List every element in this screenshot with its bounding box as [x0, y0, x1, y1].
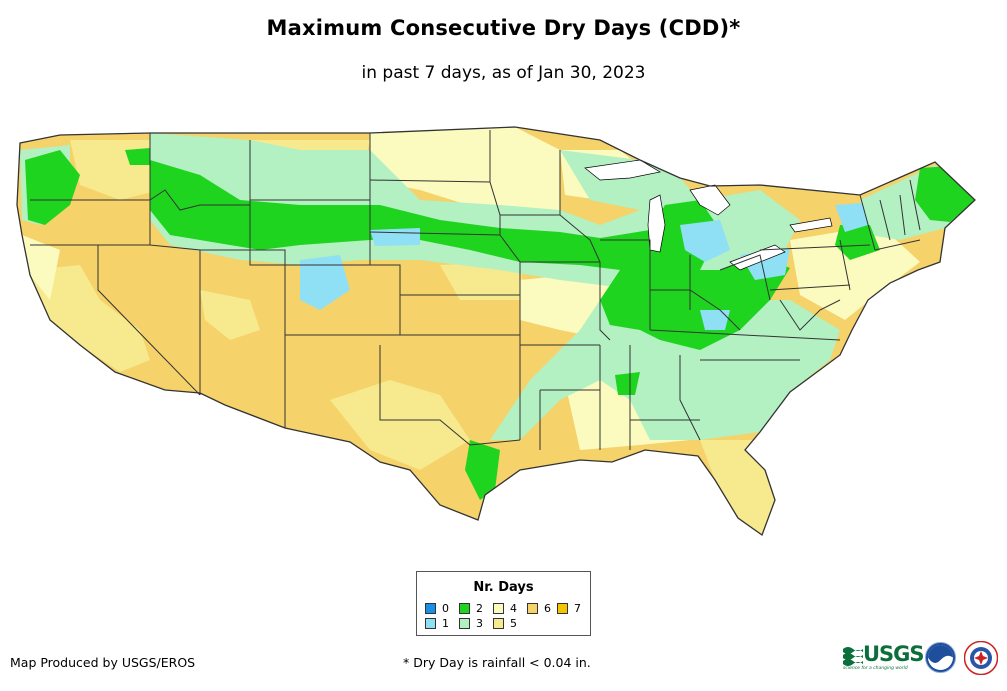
legend-swatch — [557, 603, 568, 614]
footnote-text: * Dry Day is rainfall < 0.04 in. — [403, 655, 591, 670]
zone-4-days — [22, 235, 60, 300]
map-title: Maximum Consecutive Dry Days (CDD)* — [266, 16, 741, 40]
legend-item-0: 0 — [425, 603, 449, 615]
nws-logo-icon — [964, 641, 998, 675]
credit-text: Map Produced by USGS/EROS — [10, 655, 196, 670]
legend-label: 0 — [442, 602, 449, 615]
zone-3-days — [560, 150, 700, 210]
zone-2-days — [465, 440, 500, 500]
zone-1-day — [700, 310, 730, 330]
legend-swatch — [459, 603, 470, 614]
zone-4-days — [370, 127, 560, 215]
usgs-wave-icon — [843, 647, 863, 666]
usgs-logo: USGS science for a changing world — [843, 642, 925, 671]
legend-item-4: 4 — [493, 603, 517, 615]
map-subtitle: in past 7 days, as of Jan 30, 2023 — [361, 63, 646, 83]
zone-1-day — [370, 228, 420, 246]
legend-label: 6 — [544, 602, 551, 615]
zone-2-days — [125, 148, 150, 165]
legend-swatch — [425, 603, 436, 614]
legend-item-2: 2 — [459, 603, 483, 615]
legend-label: 5 — [510, 617, 517, 630]
noaa-logo-icon — [925, 642, 956, 673]
lake-superior — [584, 159, 661, 181]
zone-5-days — [330, 380, 470, 470]
zone-5-days — [200, 290, 260, 340]
legend-item-5: 5 — [493, 618, 517, 630]
legend-label: 3 — [476, 617, 483, 630]
zone-5-days — [30, 265, 150, 372]
usgs-logo-text: USGS — [863, 642, 925, 666]
lake-erie — [729, 244, 786, 271]
great-lakes — [584, 159, 833, 271]
legend-label: 4 — [510, 602, 517, 615]
lake-michigan — [647, 194, 666, 253]
zone-5-days — [440, 262, 525, 300]
zone-2-days — [615, 372, 640, 395]
lake-ontario — [789, 217, 833, 233]
legend-item-6: 6 — [527, 603, 551, 615]
usgs-tagline: science for a changing world — [843, 666, 908, 671]
zone-1-day — [835, 203, 868, 232]
zone-2-days — [150, 160, 790, 350]
legend-swatch — [459, 618, 470, 629]
legend-swatch — [425, 618, 436, 629]
zone-2-days — [25, 150, 80, 225]
legend-label: 2 — [476, 602, 483, 615]
legend-title: Nr. Days — [473, 580, 534, 595]
zone-4-days — [790, 225, 920, 320]
legend-swatch — [493, 603, 504, 614]
legend-item-1: 1 — [425, 618, 449, 630]
legend-label: 7 — [574, 602, 581, 615]
zone-2-days — [835, 225, 880, 260]
zone-5-days — [700, 440, 775, 535]
legend-item-3: 3 — [459, 618, 483, 630]
legend-swatch — [527, 603, 538, 614]
legend-label: 1 — [442, 617, 449, 630]
legend: Nr. Days 0 1 2 3 4 5 6 7 — [416, 571, 591, 636]
dry-day-zones — [20, 127, 975, 535]
state-boundaries — [16, 126, 976, 537]
zone-1-day — [300, 255, 350, 310]
legend-item-7: 7 — [557, 603, 581, 615]
legend-swatch — [493, 618, 504, 629]
zone-1-day — [680, 220, 730, 262]
